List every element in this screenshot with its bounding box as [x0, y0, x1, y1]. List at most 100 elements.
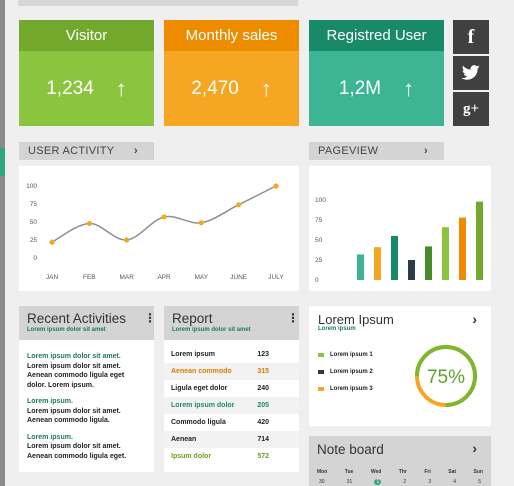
activity-line: Aenean commodo ligula eget.: [27, 452, 127, 460]
legend-swatch: [318, 386, 324, 391]
row-value: 205: [257, 402, 269, 409]
y-tick-label: 75: [315, 217, 323, 224]
bar[interactable]: [442, 227, 449, 280]
activity-line: Lorem ipsum dolor sit amet.: [27, 362, 121, 370]
row-value: 240: [257, 385, 269, 392]
active-nav-indicator: [0, 148, 5, 176]
user-activity-header[interactable]: USER ACTIVITY ›: [19, 142, 154, 160]
calendar-date[interactable]: 5: [478, 479, 481, 485]
y-tick-label: 100: [26, 183, 37, 190]
card-title: Lorem Ipsum: [318, 312, 394, 327]
bar[interactable]: [476, 201, 483, 280]
pageview-header[interactable]: PAGEVIEW ›: [309, 142, 444, 160]
more-options-icon[interactable]: ⋮: [287, 311, 299, 325]
calendar-day-label: Fri: [424, 469, 431, 475]
row-value: 420: [257, 419, 269, 426]
table-row[interactable]: Commodo ligula 420: [164, 414, 299, 431]
kpi-value: 1,234: [46, 77, 94, 99]
report-table: Lorem ipsum 123 Aenean commodo 315 Ligula eg…: [164, 340, 299, 472]
table-row[interactable]: Lorem ipsum 123: [164, 346, 299, 363]
card-subtitle: Lorem ipsum: [318, 326, 356, 332]
calendar-date[interactable]: 31: [346, 479, 353, 485]
calendar-day-label: Sat: [448, 469, 457, 475]
kpi-card-visitor[interactable]: Visitor 1,234 ↑: [19, 20, 154, 126]
kpi-card-monthly-sales[interactable]: Monthly sales 2,470 ↑: [164, 20, 299, 126]
data-point[interactable]: [273, 183, 279, 189]
legend-label: Lorem ipsum 3: [330, 385, 373, 392]
table-row[interactable]: Aenean commodo 315: [164, 363, 299, 380]
card-title: Recent Activities: [27, 311, 127, 326]
y-tick-label: 100: [315, 197, 326, 204]
data-point[interactable]: [49, 239, 55, 245]
table-row[interactable]: Ipsum dolor 572: [164, 448, 299, 465]
calendar-date[interactable]: 4: [453, 479, 457, 485]
card-title: Report: [172, 311, 213, 326]
row-label: Aenean commodo: [171, 368, 232, 375]
more-options-icon[interactable]: ⋮: [144, 311, 156, 325]
table-row[interactable]: Lorem ipsum dolor 205: [164, 397, 299, 414]
row-value: 572: [257, 453, 269, 460]
x-tick-label: JULY: [268, 274, 284, 281]
card-title: Note board: [317, 442, 384, 457]
data-point[interactable]: [161, 214, 167, 220]
activity-group: Lorem ipsum. Lorem ipsum dolor sit amet.…: [27, 397, 154, 426]
activity-line: Lorem ipsum dolor sit amet.: [27, 407, 121, 415]
y-tick-label: 25: [30, 237, 38, 244]
top-header-bar: [18, 0, 298, 6]
calendar-date[interactable]: 3: [428, 479, 432, 485]
kpi-title: Registred User: [309, 20, 444, 51]
data-point[interactable]: [236, 202, 242, 208]
pageview-chart-panel: 100 75 50 25 0: [309, 166, 491, 291]
calendar-date[interactable]: 1: [374, 479, 382, 485]
bar[interactable]: [357, 254, 364, 280]
y-tick-label: 50: [315, 237, 323, 244]
row-label: Commodo ligula: [171, 419, 226, 426]
legend-label: Lorem ipsum 2: [330, 368, 373, 375]
activity-heading: Lorem ipsum dolor sit amet.: [27, 353, 121, 360]
twitter-icon[interactable]: [453, 56, 489, 90]
section-title: USER ACTIVITY: [28, 145, 115, 157]
arrow-up-icon: ↑: [260, 75, 272, 101]
facebook-icon[interactable]: f: [453, 20, 489, 54]
table-row[interactable]: Aenean 714: [164, 431, 299, 448]
bar[interactable]: [391, 236, 398, 280]
arrow-up-icon: ↑: [403, 75, 415, 101]
chevron-right-icon[interactable]: ›: [472, 440, 477, 456]
calendar-day-label: Mon: [317, 469, 328, 475]
bar[interactable]: [425, 246, 432, 280]
pageview-bar-chart: 100 75 50 25 0: [315, 197, 483, 284]
legend-item: Lorem ipsum 1: [318, 346, 373, 363]
recent-activities-header: Recent Activities Lorem ipsum dolor sit …: [19, 306, 154, 340]
chart-legend: Lorem ipsum 1 Lorem ipsum 2 Lorem ipsum 3: [318, 346, 373, 397]
calendar-date[interactable]: 30: [319, 479, 325, 485]
legend-swatch: [318, 369, 324, 374]
x-tick-label: MAY: [195, 274, 209, 281]
bar[interactable]: [408, 260, 415, 280]
google-plus-icon[interactable]: g+: [453, 92, 489, 126]
activity-line: dolor. Lorem ipsum.: [27, 381, 94, 389]
y-tick-label: 0: [33, 255, 37, 262]
y-tick-label: 50: [30, 219, 38, 226]
activity-heading: Lorem ipsum.: [27, 398, 73, 405]
data-point[interactable]: [124, 237, 130, 243]
x-tick-label: APR: [157, 274, 171, 281]
legend-item: Lorem ipsum 3: [318, 380, 373, 397]
kpi-card-registred-user[interactable]: Registred User 1,2M ↑: [309, 20, 444, 126]
chevron-right-icon[interactable]: ›: [134, 145, 138, 157]
calendar-date[interactable]: 2: [403, 479, 407, 485]
data-point[interactable]: [198, 220, 204, 226]
chevron-right-icon[interactable]: ›: [424, 145, 428, 157]
kpi-title: Monthly sales: [164, 20, 299, 51]
note-board-calendar: Mon Tue Wed Thr Fri Sat Sun 30 31 1 2 3 4 5: [309, 464, 491, 486]
bar[interactable]: [459, 217, 466, 280]
data-point[interactable]: [86, 220, 92, 227]
report-header: Report Lorem ipsum dolor sit amet: [164, 306, 299, 340]
row-label: Aenean: [171, 436, 197, 443]
bar[interactable]: [374, 247, 381, 280]
table-row[interactable]: Ligula eget dolor 240: [164, 380, 299, 397]
activity-line: Aenean commodo ligula.: [27, 417, 110, 424]
chevron-right-icon[interactable]: ›: [472, 311, 477, 327]
row-label: Lorem ipsum: [171, 351, 215, 358]
legend-swatch: [318, 352, 324, 357]
x-tick-label: JUNE: [230, 274, 248, 281]
